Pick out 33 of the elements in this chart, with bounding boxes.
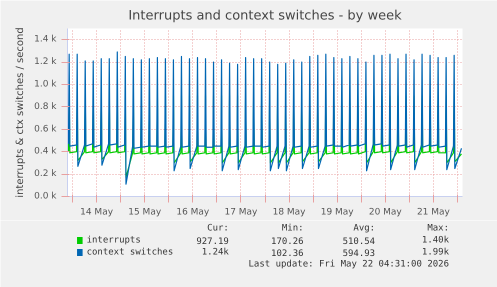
x-tick-label: 17 May [224, 208, 258, 218]
y-tick-label: 0.0 k [34, 192, 58, 202]
chart-title: Interrupts and context switches - by week [128, 8, 402, 24]
text: Min: [282, 224, 304, 234]
text: Avg: [353, 224, 376, 234]
legend-label: interrupts [86, 236, 141, 246]
x-tick-label: 14 May [80, 208, 114, 218]
text: Max: [427, 224, 450, 234]
x-tick-label: 20 May [368, 208, 402, 218]
x-tick-label: 16 May [176, 208, 210, 218]
x-tick-label: 18 May [272, 208, 306, 218]
text: 102.36 [271, 249, 304, 259]
y-tick-label: 0.4 k [34, 146, 58, 157]
y-tick-label: 0.6 k [34, 124, 58, 134]
legend-label: context switches [86, 248, 174, 258]
text: 927.19 [196, 237, 229, 247]
y-tick-label: 0.8 k [34, 102, 58, 112]
text: 1.40k [422, 236, 450, 246]
y-tick-label: 0.2 k [34, 169, 58, 180]
x-tick-label: 21 May [416, 208, 451, 218]
y-axis-title: interrupts & ctx switches / second [15, 27, 26, 198]
x-tick-label: 19 May [320, 208, 354, 218]
text: 1.24k [202, 248, 230, 258]
text: Cur: [207, 224, 229, 234]
text: Last update: Fri May 22 04:31:00 2026 [248, 260, 449, 270]
text: 594.93 [342, 249, 376, 259]
text: 510.54 [342, 237, 376, 247]
y-tick-label: 1.4 k [34, 34, 58, 45]
y-tick-label: 1.2 k [34, 57, 58, 68]
text: 170.26 [271, 237, 304, 247]
y-tick-label: 1.0 k [34, 80, 58, 90]
text: 1.99k [422, 248, 450, 258]
x-tick-label: 15 May [128, 208, 162, 218]
